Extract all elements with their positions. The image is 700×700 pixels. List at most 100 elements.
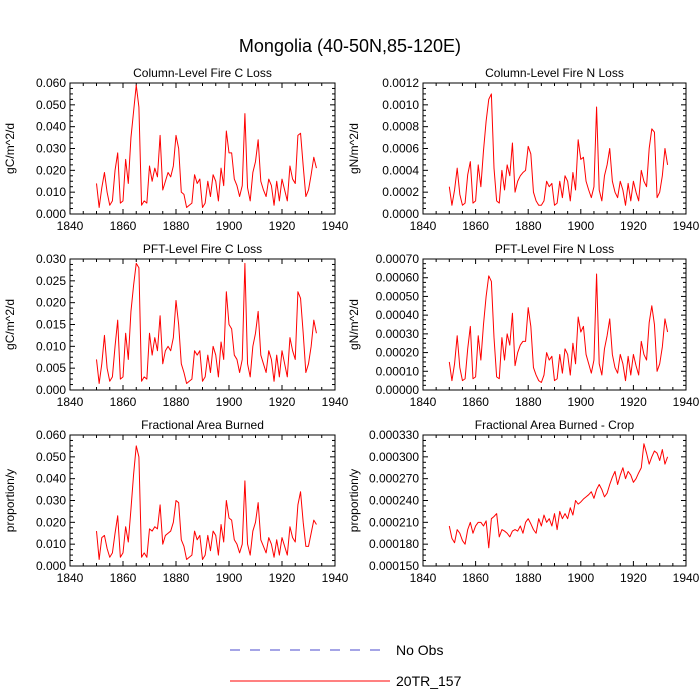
x-tick-label: 1840 <box>410 219 437 233</box>
x-tick-label: 1920 <box>620 571 647 585</box>
x-tick-label: 1900 <box>216 395 243 409</box>
x-tick-label: 1880 <box>515 219 542 233</box>
legend: No Obs 20TR_157 <box>230 642 462 689</box>
x-tick-label: 1840 <box>410 571 437 585</box>
x-tick-label: 1940 <box>673 571 700 585</box>
y-tick-label: 0.000300 <box>369 450 419 464</box>
y-tick-label: 0.030 <box>36 142 66 156</box>
plot-frame <box>69 434 336 567</box>
y-tick-label: 0.00000 <box>376 383 420 397</box>
x-tick-label: 1860 <box>462 219 489 233</box>
chart-panel-1: Column-Level Fire C Loss 1840 1860 1880 1900… <box>3 66 349 233</box>
x-tick-label: 1860 <box>110 571 137 585</box>
panels-group: Column-Level Fire C Loss 1840 1860 1880 1900… <box>3 66 700 585</box>
y-tick-label: 0.00010 <box>376 364 420 378</box>
x-tick-label: 1900 <box>216 571 243 585</box>
plot-frame <box>422 82 687 215</box>
y-tick-label: 0.040 <box>36 120 66 134</box>
y-tick-label: 0.050 <box>36 98 66 112</box>
plot-frame <box>69 82 336 215</box>
y-tick-label: 0.00020 <box>376 346 420 360</box>
x-tick-label: 1880 <box>515 571 542 585</box>
y-tick-label: 0.000240 <box>369 494 419 508</box>
y-tick-label: 0.060 <box>36 428 66 442</box>
legend-noobs-label: No Obs <box>396 642 443 658</box>
y-tick-label: 0.0006 <box>382 142 419 156</box>
x-tick-label: 1940 <box>322 395 349 409</box>
y-tick-label: 0.000 <box>36 383 66 397</box>
chart-panel-2: Column-Level Fire N Loss 1840 1860 1880 1900… <box>347 66 700 233</box>
series-line-20tr-157 <box>96 84 317 208</box>
y-tick-label: 0.015 <box>36 318 66 332</box>
y-tick-label: 0.0000 <box>382 207 419 221</box>
x-tick-label: 1880 <box>515 395 542 409</box>
y-tick-label: 0.000 <box>36 559 66 573</box>
y-axis-label: proportion/y <box>3 469 17 532</box>
x-tick-label: 1880 <box>163 571 190 585</box>
series-line-20tr-157 <box>448 93 669 206</box>
y-tick-label: 0.010 <box>36 339 66 353</box>
chart-panel-6: Fractional Area Burned - Crop 1840 1860 188… <box>347 418 700 585</box>
y-tick-label: 0.00030 <box>376 327 420 341</box>
y-axis-label: gC/m^2/d <box>3 299 17 350</box>
chart-panel-4: PFT-Level Fire N Loss 1840 1860 1880 1900 192… <box>347 242 700 409</box>
y-tick-label: 0.060 <box>36 76 66 90</box>
y-tick-label: 0.020 <box>36 296 66 310</box>
x-tick-label: 1940 <box>673 219 700 233</box>
y-tick-label: 0.0008 <box>382 120 419 134</box>
y-tick-label: 0.010 <box>36 185 66 199</box>
y-tick-label: 0.000180 <box>369 537 419 551</box>
panel-title: Fractional Area Burned - Crop <box>475 418 635 432</box>
series-line-20tr-157 <box>96 445 317 560</box>
y-tick-label: 0.000150 <box>369 559 419 573</box>
x-tick-label: 1920 <box>620 219 647 233</box>
y-tick-label: 0.0012 <box>382 76 419 90</box>
x-tick-label: 1900 <box>567 571 594 585</box>
x-tick-label: 1840 <box>57 395 84 409</box>
y-tick-label: 0.00040 <box>376 308 420 322</box>
series-line-20tr-157 <box>448 273 669 384</box>
y-tick-label: 0.00060 <box>376 271 420 285</box>
x-tick-label: 1880 <box>163 395 190 409</box>
x-tick-label: 1840 <box>410 395 437 409</box>
x-tick-label: 1940 <box>322 571 349 585</box>
y-tick-label: 0.020 <box>36 163 66 177</box>
chart-panel-3: PFT-Level Fire C Loss 1840 1860 1880 1900 192… <box>3 242 349 409</box>
y-tick-label: 0.000330 <box>369 428 419 442</box>
x-tick-label: 1900 <box>567 219 594 233</box>
y-tick-label: 0.010 <box>36 537 66 551</box>
panel-title: Column-Level Fire N Loss <box>485 66 624 80</box>
panel-title: Fractional Area Burned <box>141 418 264 432</box>
y-tick-label: 0.00070 <box>376 252 420 266</box>
y-tick-label: 0.020 <box>36 515 66 529</box>
series-line-20tr-157 <box>448 443 669 549</box>
series-line-20tr-157 <box>96 262 317 384</box>
y-tick-label: 0.0002 <box>382 185 419 199</box>
x-tick-label: 1840 <box>57 219 84 233</box>
plot-frame <box>69 258 336 391</box>
panel-title: PFT-Level Fire C Loss <box>143 242 262 256</box>
x-tick-label: 1920 <box>620 395 647 409</box>
x-tick-label: 1860 <box>462 395 489 409</box>
x-tick-label: 1860 <box>462 571 489 585</box>
x-tick-label: 1860 <box>110 395 137 409</box>
x-tick-label: 1920 <box>269 219 296 233</box>
panel-title: Column-Level Fire C Loss <box>133 66 272 80</box>
figure-title: Mongolia (40-50N,85-120E) <box>239 36 461 56</box>
plot-frame <box>422 258 687 391</box>
x-tick-label: 1940 <box>673 395 700 409</box>
y-axis-label: proportion/y <box>347 469 361 532</box>
y-tick-label: 0.040 <box>36 472 66 486</box>
y-tick-label: 0.00050 <box>376 289 420 303</box>
x-tick-label: 1860 <box>110 219 137 233</box>
y-tick-label: 0.0010 <box>382 98 419 112</box>
x-tick-label: 1940 <box>322 219 349 233</box>
x-tick-label: 1900 <box>567 395 594 409</box>
y-tick-label: 0.005 <box>36 361 66 375</box>
y-axis-label: gN/m^2/d <box>347 299 361 350</box>
y-axis-label: gC/m^2/d <box>3 123 17 174</box>
x-tick-label: 1920 <box>269 571 296 585</box>
chart-panel-5: Fractional Area Burned 1840 1860 1880 1900 19… <box>3 418 349 585</box>
legend-20tr157-label: 20TR_157 <box>396 673 462 689</box>
